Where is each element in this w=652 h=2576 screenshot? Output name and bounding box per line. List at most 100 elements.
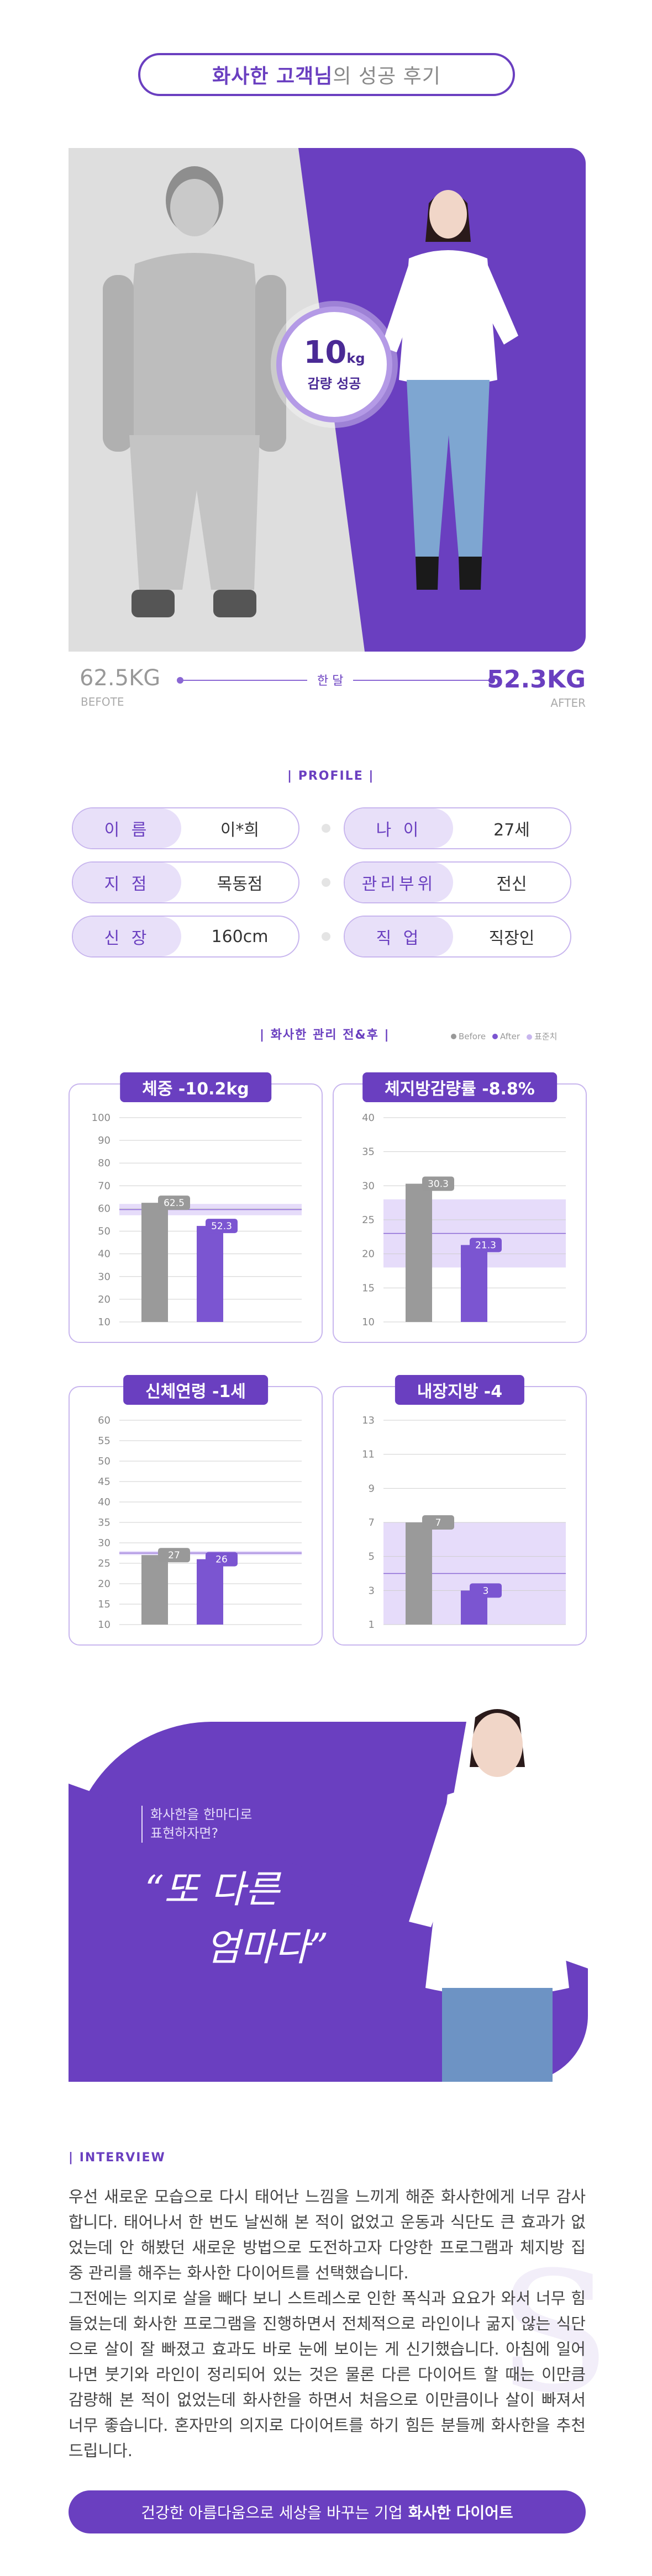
- chart-title: 체중 -10.2kg: [120, 1072, 271, 1102]
- quote-prompt-line1: 화사한을 한마디로: [150, 1807, 253, 1822]
- weight-start-dot: [177, 677, 183, 684]
- chart-body-fat: 10 15 20 25 30 35 40 30.3 21.3 체지방감량률 -8.8%: [333, 1072, 587, 1343]
- weight-period: 한 달: [307, 671, 354, 689]
- tick-label: 5: [369, 1551, 375, 1563]
- profile-value: 전신: [496, 875, 527, 894]
- tick-label: 15: [362, 1282, 375, 1294]
- tick-label: 70: [98, 1180, 111, 1192]
- tick-label: 100: [92, 1112, 111, 1124]
- tick-label: 20: [98, 1578, 111, 1590]
- tick-label: 40: [362, 1112, 375, 1124]
- tick-label: 11: [362, 1449, 375, 1461]
- tick-label: 10: [98, 1619, 111, 1631]
- quote-line2: 엄마다”: [206, 1926, 329, 1970]
- badge-number: 10: [303, 334, 347, 371]
- decorative-letter-icon: S: [497, 2236, 611, 2429]
- bar-before: [406, 1183, 432, 1322]
- profile-item-area: 관리부위 전신: [344, 861, 571, 903]
- profile-item-branch: 지 점 목동점: [72, 861, 299, 903]
- chart-plot: 10 20 30 40 50 60 70 80 90 100 62.5 52.3: [92, 1112, 302, 1328]
- value-label: 3: [483, 1585, 489, 1596]
- bar-after: [197, 1559, 223, 1625]
- quote-prompt: 화사한을 한마디로 표현하자면?: [141, 1806, 252, 1843]
- interview-body: 우선 새로운 모습으로 다시 태어난 느낌을 느끼게 해준 화사한에게 너무 감…: [69, 2184, 586, 2463]
- profile-value: 27세: [493, 821, 530, 840]
- value-label-bg: [422, 1515, 454, 1530]
- profile-item-job: 직 업 직장인: [344, 916, 571, 958]
- weight-comparison: 62.5KG BEFOTE 한 달 52.3KG AFTER: [69, 665, 586, 715]
- tick-label: 10: [98, 1316, 111, 1328]
- footer-brand: 화사한 다이어트: [408, 2504, 513, 2522]
- profile-section-tag: | PROFILE |: [287, 769, 375, 783]
- value-label-bg: [206, 1552, 238, 1567]
- tick-label: 25: [98, 1558, 111, 1569]
- before-weight: 62.5KG: [80, 665, 161, 691]
- management-section-tag: | 화사한 관리 전&후 |: [260, 1028, 390, 1042]
- tick-label: 13: [362, 1415, 375, 1426]
- tick-label: 90: [98, 1135, 111, 1146]
- badge-unit: kg: [346, 350, 365, 366]
- separator-dot: [322, 932, 330, 941]
- tick-label: 20: [98, 1294, 111, 1305]
- tick-label: 9: [369, 1483, 375, 1494]
- tick-label: 10: [362, 1316, 375, 1328]
- profile-value: 직장인: [488, 929, 535, 948]
- tick-label: 50: [98, 1226, 111, 1237]
- bar-before: [141, 1555, 168, 1625]
- bar-before: [406, 1522, 432, 1625]
- tick-label: 30: [98, 1271, 111, 1283]
- weight-loss-badge: 10kg 감량 성공: [276, 306, 392, 422]
- chart-body-age: 10 15 20 25 30 35 40 45 50 55 60 27 26 신체연령 -1세: [69, 1375, 323, 1646]
- interview-section-tag: | INTERVIEW: [69, 2151, 166, 2165]
- value-label-bg: [158, 1196, 190, 1210]
- chart-weight: 10 20 30 40 50 60 70 80 90 100 62.5 52.3 체중 -10.2kg: [69, 1072, 323, 1343]
- bar-after: [461, 1245, 487, 1322]
- quote-text: “또 다른 엄마다”: [145, 1861, 328, 1977]
- profile-item-name: 이 름 이*희: [72, 807, 299, 849]
- weight-end-dot: [488, 677, 495, 684]
- value-label: 30.3: [428, 1179, 449, 1190]
- after-weight: 52.3KG: [487, 665, 586, 694]
- tick-label: 60: [98, 1203, 111, 1214]
- chart-plot: 10 15 20 25 30 35 40 30.3 21.3: [362, 1112, 566, 1328]
- before-person-illustration: [103, 166, 286, 617]
- value-label-bg: [158, 1548, 190, 1563]
- interview-paragraph-2: 그전에는 의지로 살을 빼다 보니 스트레스로 인한 폭식과 요요가 와서 너무…: [69, 2289, 586, 2460]
- tick-label: 15: [98, 1599, 111, 1610]
- tick-label: 40: [98, 1496, 111, 1508]
- chart-title: 신체연령 -1세: [123, 1375, 268, 1405]
- model-illustration: [409, 1709, 586, 2082]
- tick-label: 3: [369, 1585, 375, 1596]
- after-person-illustration: [381, 190, 518, 590]
- legend-after: After: [492, 1032, 520, 1041]
- value-label-bg: [206, 1219, 238, 1234]
- separator-dot: [322, 824, 330, 833]
- profile-value: 160cm: [211, 927, 269, 946]
- value-label: 52.3: [211, 1221, 232, 1232]
- value-label: 7: [435, 1517, 441, 1528]
- title-light: 의 성공 후기: [333, 65, 441, 88]
- tick-label: 80: [98, 1157, 111, 1169]
- badge-label: 감량 성공: [307, 375, 361, 392]
- tick-label: 1: [369, 1619, 375, 1631]
- tick-label: 25: [362, 1214, 375, 1226]
- tick-label: 60: [98, 1415, 111, 1426]
- after-weight-label: AFTER: [550, 696, 586, 710]
- bar-after: [197, 1226, 223, 1322]
- tick-label: 7: [369, 1517, 375, 1528]
- quote-line1: “또 다른: [145, 1868, 280, 1912]
- value-label-bg: [422, 1176, 454, 1191]
- value-label: 26: [215, 1554, 228, 1565]
- value-label: 21.3: [475, 1240, 496, 1251]
- legend-before: Before: [451, 1032, 486, 1041]
- title-strong: 화사한 고객님: [212, 65, 333, 88]
- value-label: 62.5: [164, 1198, 185, 1209]
- tick-label: 55: [98, 1435, 111, 1447]
- profile-item-age: 나 이 27세: [344, 807, 571, 849]
- value-label: 27: [168, 1550, 180, 1561]
- profile-label: 지 점: [73, 863, 181, 902]
- profile-label: 직 업: [345, 917, 453, 956]
- tick-label: 30: [362, 1180, 375, 1192]
- chart-legend: Before After 표준치: [451, 1030, 557, 1042]
